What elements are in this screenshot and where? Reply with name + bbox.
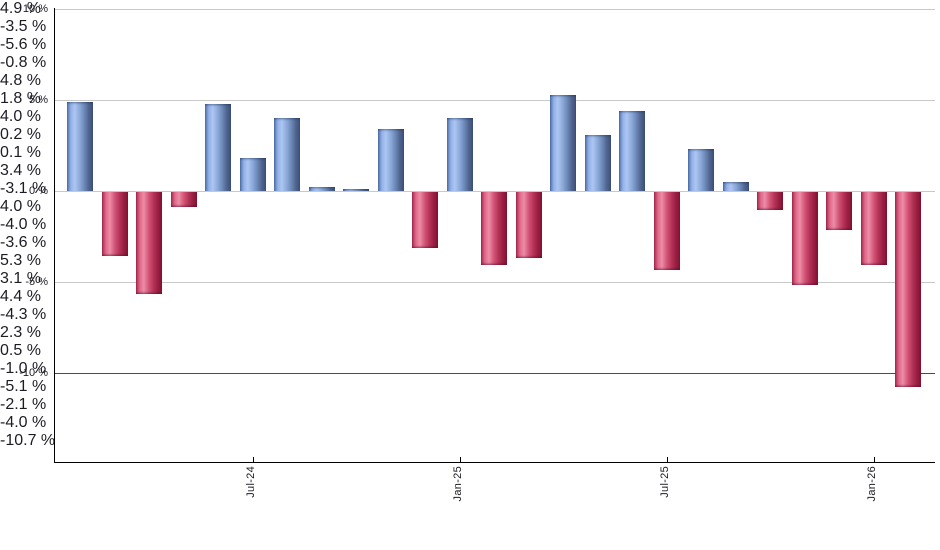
y-gridline — [54, 9, 935, 10]
bar — [791, 192, 818, 285]
bar-value-label: 2.3 % — [0, 324, 41, 341]
bar-value-label: -0.8 % — [0, 54, 47, 71]
bar-value-label: -10.7 % — [0, 432, 56, 449]
bar — [550, 95, 576, 191]
bar-value-label: -4.0 % — [0, 216, 47, 233]
bar-value-label: -4.3 % — [0, 306, 47, 323]
reference-line — [54, 373, 935, 374]
x-axis-tick-label: Jul-25 — [658, 466, 671, 498]
bar-value-label: -5.1 % — [0, 378, 47, 395]
bar — [515, 192, 542, 258]
bar — [446, 118, 473, 191]
bar-value-label: -2.1 % — [0, 396, 47, 413]
y-axis-tick-label: 5 % — [29, 94, 48, 106]
bar — [274, 118, 300, 191]
bar — [343, 189, 369, 191]
bar-value-label: 5.3 % — [0, 252, 41, 269]
bar — [826, 192, 852, 230]
bar — [170, 192, 197, 207]
bar-value-label: 3.4 % — [0, 162, 41, 179]
y-axis-tick-label: 10 % — [22, 3, 48, 15]
bar-value-label: -4.0 % — [0, 414, 47, 431]
x-axis-tick-label: Jul-24 — [244, 466, 257, 498]
y-axis-line — [54, 8, 55, 463]
bar — [377, 129, 404, 191]
bar-value-label: 0.5 % — [0, 342, 41, 359]
bar-value-label: 4.0 % — [0, 108, 41, 125]
bar-value-label: -3.1 % — [0, 180, 47, 197]
bar — [481, 192, 507, 265]
bar-value-label: 0.2 % — [0, 126, 41, 143]
bar-value-label: -3.5 % — [0, 18, 47, 35]
bar-value-label: 3.1 % — [0, 270, 41, 287]
bar-value-label: 0.1 % — [0, 144, 41, 161]
bar-value-label: -5.6 % — [0, 36, 47, 53]
x-axis-tick-label: Jan-25 — [451, 466, 464, 502]
y-gridline — [54, 282, 935, 283]
bar — [412, 192, 438, 248]
bar — [860, 192, 887, 265]
bar-value-label: 4.0 % — [0, 198, 41, 215]
bar-value-label: -3.6 % — [0, 234, 47, 251]
bar-value-label: 1.8 % — [0, 90, 41, 107]
bar-value-label: 4.9 % — [0, 0, 41, 17]
x-axis-tick — [459, 457, 461, 462]
bar — [136, 192, 162, 294]
bar — [722, 182, 749, 191]
bar — [757, 192, 783, 210]
bar — [239, 158, 266, 191]
bar-value-label: -1.0 % — [0, 360, 47, 377]
y-axis-tick-label: -10 % — [19, 367, 48, 379]
y-gridline — [54, 191, 935, 192]
bar — [688, 149, 714, 191]
x-axis-tick — [252, 457, 254, 462]
x-axis-line — [54, 462, 935, 463]
bar-value-label: 4.8 % — [0, 72, 41, 89]
bar — [101, 192, 128, 256]
x-axis-tick — [666, 457, 668, 462]
bar — [895, 192, 921, 387]
x-axis-tick-label: Jan-26 — [865, 466, 878, 502]
x-axis-tick — [873, 457, 875, 462]
bar — [619, 111, 645, 191]
bar — [584, 135, 611, 191]
y-gridline — [54, 100, 935, 101]
bar — [653, 192, 680, 270]
bar — [67, 102, 93, 191]
y-axis-tick-label: 0 % — [29, 185, 48, 197]
y-axis-tick-label: -5 % — [25, 276, 48, 288]
bar — [205, 104, 231, 191]
bar — [308, 187, 335, 191]
bar-value-label: 4.4 % — [0, 288, 41, 305]
